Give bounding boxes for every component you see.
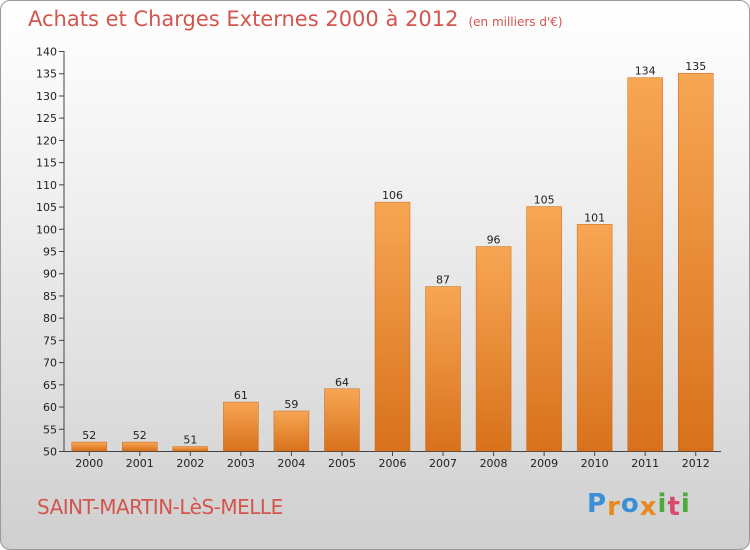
y-tick-label: 95 (43, 246, 57, 259)
bar (324, 388, 360, 452)
chart-title-main: Achats et Charges Externes 2000 à 2012 (28, 7, 459, 31)
bar (223, 401, 259, 452)
x-tick-label: 2006 (379, 457, 407, 470)
bar (475, 246, 512, 452)
data-label: 52 (82, 429, 96, 442)
data-label: 87 (436, 274, 450, 287)
y-tick-label: 130 (36, 90, 57, 103)
y-tick-label: 105 (36, 201, 57, 214)
logo-letter: x (639, 492, 658, 522)
chart-title: Achats et Charges Externes 2000 à 2012 (e… (28, 7, 563, 31)
x-tick-label: 2000 (75, 457, 103, 470)
proxiti-logo: Proxiti (587, 489, 691, 522)
y-tick-label: 55 (43, 423, 57, 436)
y-tick-label: 60 (43, 401, 57, 414)
data-labels: 52 52 51 61 59 64 106 87 96 105 101 134 135 (82, 60, 706, 446)
x-tick-label: 2011 (631, 457, 659, 470)
bar (172, 446, 209, 452)
bar (576, 224, 613, 452)
y-tick-label: 80 (43, 312, 57, 325)
y-tick-label: 135 (36, 68, 57, 81)
x-tick-label: 2012 (682, 457, 710, 470)
logo-letter: i (657, 489, 668, 519)
data-label: 105 (534, 194, 555, 207)
x-tick-label: 2005 (328, 457, 356, 470)
data-label: 134 (635, 65, 656, 78)
y-tick-label: 50 (43, 446, 57, 459)
bar (627, 77, 663, 452)
y-tick-label: 125 (36, 112, 57, 125)
x-axis: 2000 2001 2002 2003 2004 2005 2006 2007 2008 2009… (64, 451, 721, 470)
bar (273, 410, 310, 452)
y-tick-label: 65 (43, 379, 57, 392)
bar (526, 206, 562, 452)
data-label: 96 (487, 234, 501, 247)
y-tick-label: 115 (36, 157, 57, 170)
y-tick-label: 90 (43, 268, 57, 281)
data-label: 101 (584, 211, 605, 224)
x-tick-label: 2003 (227, 457, 255, 470)
x-tick-label: 2004 (277, 457, 305, 470)
data-label: 135 (685, 60, 706, 73)
y-tick-label: 140 (36, 46, 57, 59)
data-label: 59 (284, 398, 298, 411)
y-tick-label: 120 (36, 134, 57, 147)
y-tick-label: 75 (43, 334, 57, 347)
x-tick-label: 2008 (480, 457, 508, 470)
data-label: 51 (183, 434, 197, 447)
y-tick-label: 85 (43, 290, 57, 303)
logo-letter: P (587, 489, 608, 519)
logo-letter: r (607, 492, 621, 522)
y-tick-label: 70 (43, 357, 57, 370)
logo-letter: o (620, 489, 640, 519)
x-tick-label: 2001 (126, 457, 154, 470)
city-name: SAINT-MARTIN-LèS-MELLE (37, 495, 283, 519)
bar (425, 286, 461, 452)
data-label: 106 (382, 189, 403, 202)
y-tick-label: 100 (36, 223, 57, 236)
chart-title-unit: (en milliers d'€) (468, 15, 563, 29)
x-tick-label: 2007 (429, 457, 457, 470)
logo-letter: i (680, 489, 691, 519)
y-tick-label: 110 (36, 179, 57, 192)
data-label: 64 (335, 376, 349, 389)
bar (677, 72, 714, 452)
x-tick-label: 2009 (530, 457, 558, 470)
bars (71, 72, 714, 452)
x-tick-label: 2010 (581, 457, 609, 470)
data-label: 52 (133, 429, 147, 442)
bar (374, 201, 411, 452)
logo-letter: t (667, 492, 681, 522)
data-label: 61 (234, 389, 248, 402)
x-tick-label: 2002 (176, 457, 204, 470)
bar (122, 441, 158, 452)
bar (71, 441, 108, 452)
y-axis: 50 55 60 65 70 75 80 85 90 95 100 105 110 115 120 125 13… (36, 46, 65, 459)
